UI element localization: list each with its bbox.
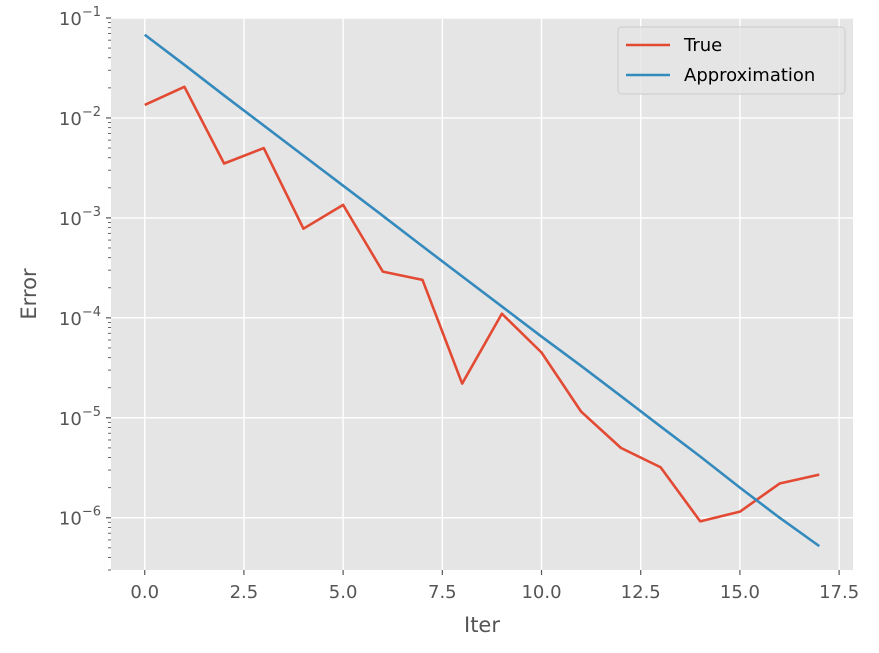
x-tick-label: 2.5 — [230, 582, 259, 603]
y-axis-label: Error — [17, 268, 41, 320]
x-tick-label: 0.0 — [130, 582, 159, 603]
legend-label-true: True — [683, 35, 722, 56]
y-tick-label: 10−2 — [59, 105, 101, 130]
y-axis-ticks: 10−1 10−2 10−3 10−4 10−5 10−6 — [59, 5, 111, 530]
series-layer — [143, 33, 821, 548]
y-tick-label: 10−6 — [59, 505, 101, 530]
legend-box — [617, 26, 846, 95]
x-tick-label: 12.5 — [621, 582, 661, 603]
grid — [111, 17, 853, 570]
x-tick-label: 5.0 — [329, 582, 358, 603]
y-minor-ticks — [108, 22, 111, 571]
y-tick-label: 10−4 — [59, 305, 101, 330]
x-tick-label: 15.0 — [720, 582, 760, 603]
y-tick-label: 10−1 — [59, 5, 101, 30]
y-tick-label: 10−3 — [59, 205, 101, 230]
y-tick-label: 10−5 — [59, 405, 101, 430]
x-axis-label: Iter — [464, 613, 500, 637]
plot-area — [111, 18, 853, 570]
series-line-approximation — [143, 33, 821, 548]
legend-label-approximation: Approximation — [684, 65, 815, 86]
x-tick-label: 7.5 — [428, 582, 457, 603]
x-tick-label: 17.5 — [819, 582, 859, 603]
x-tick-label: 10.0 — [521, 582, 561, 603]
series-line-true — [144, 85, 820, 523]
x-axis-ticks: 0.0 2.5 5.0 7.5 10.0 12.5 15.0 17.5 — [130, 570, 859, 603]
legend: True Approximation — [617, 26, 846, 95]
